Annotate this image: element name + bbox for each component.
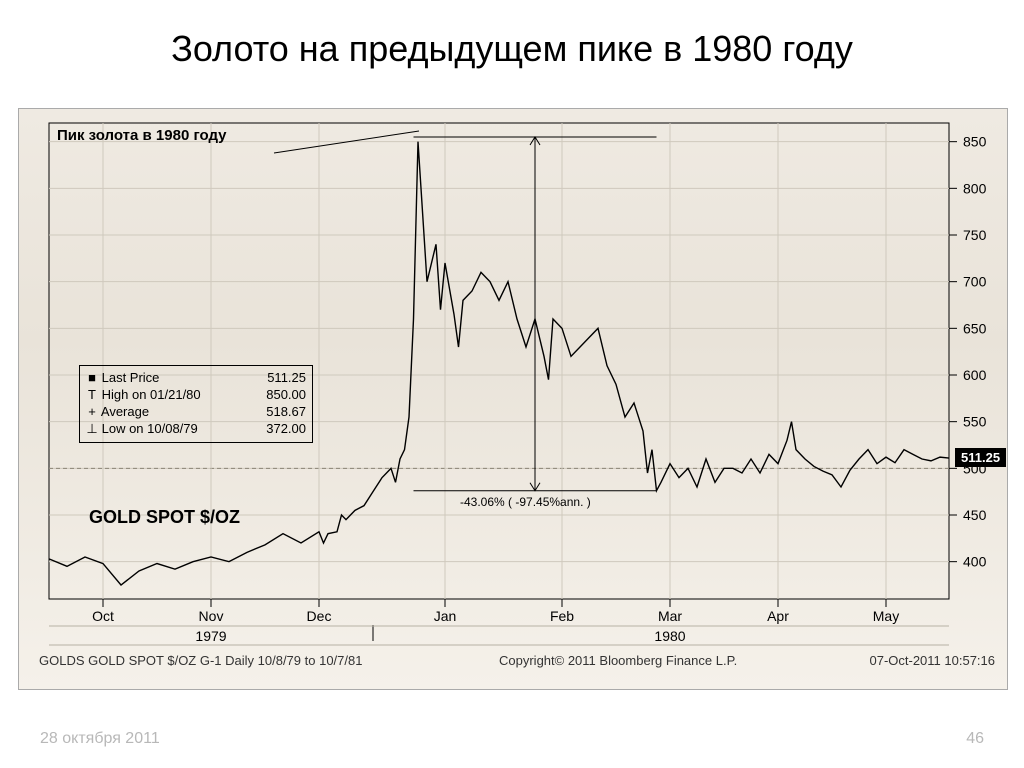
svg-text:600: 600 — [963, 367, 987, 383]
chart-container: 400450500550600650700750800850OctNovDecJ… — [18, 108, 1008, 690]
caption-right: 07-Oct-2011 10:57:16 — [869, 653, 995, 668]
svg-text:550: 550 — [963, 414, 987, 430]
svg-text:800: 800 — [963, 180, 987, 196]
legend-box: ■ Last Price 511.25T High on 01/21/80 85… — [79, 365, 313, 443]
caption-left: GOLDS GOLD SPOT $/OZ G-1 Daily 10/8/79 t… — [39, 653, 362, 668]
footer-date: 28 октября 2011 — [40, 730, 160, 748]
drop-percent-text: -43.06% ( -97.45%ann. ) — [460, 495, 591, 509]
caption-mid: Copyright© 2011 Bloomberg Finance L.P. — [499, 653, 737, 668]
spot-label: GOLD SPOT $/OZ — [89, 507, 240, 528]
slide: Золото на предыдущем пике в 1980 году 40… — [0, 0, 1024, 768]
peak-annotation: Пик золота в 1980 году — [57, 127, 227, 144]
svg-text:Feb: Feb — [550, 608, 574, 624]
last-price-flag: 511.25 — [955, 448, 1006, 467]
svg-text:Dec: Dec — [307, 608, 332, 624]
svg-text:May: May — [873, 608, 899, 624]
svg-text:Nov: Nov — [199, 608, 224, 624]
legend-row: + Average 518.67 — [86, 404, 306, 421]
svg-text:Jan: Jan — [434, 608, 457, 624]
footer-page: 46 — [966, 730, 984, 748]
legend-row: ■ Last Price 511.25 — [86, 370, 306, 387]
svg-text:400: 400 — [963, 554, 987, 570]
svg-text:Mar: Mar — [658, 608, 682, 624]
slide-title: Золото на предыдущем пике в 1980 году — [0, 0, 1024, 80]
svg-text:650: 650 — [963, 320, 987, 336]
svg-text:1979: 1979 — [195, 628, 226, 644]
svg-text:Apr: Apr — [767, 608, 789, 624]
svg-text:450: 450 — [963, 507, 987, 523]
legend-row: ⊥ Low on 10/08/79 372.00 — [86, 421, 306, 438]
svg-text:750: 750 — [963, 227, 987, 243]
svg-text:700: 700 — [963, 274, 987, 290]
legend-row: T High on 01/21/80 850.00 — [86, 387, 306, 404]
svg-text:1980: 1980 — [654, 628, 685, 644]
svg-text:850: 850 — [963, 134, 987, 150]
svg-text:Oct: Oct — [92, 608, 114, 624]
